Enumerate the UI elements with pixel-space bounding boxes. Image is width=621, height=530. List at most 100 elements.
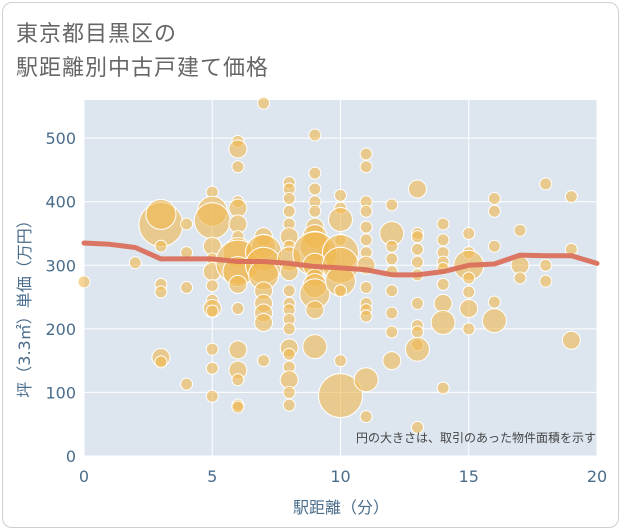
bubble-point <box>487 239 501 253</box>
bubble-point <box>228 340 248 360</box>
bubble-point <box>231 400 245 414</box>
y-axis-label: 坪（3.3㎡）単価（万円） <box>15 212 34 397</box>
chart-title-line-2: 駅距離別中古戸建て価格 <box>16 56 270 81</box>
bubble-point <box>231 302 245 316</box>
bubble-point <box>462 227 476 240</box>
bubble-point <box>382 351 402 371</box>
bubble-point <box>282 347 296 361</box>
bubble-point <box>539 177 553 191</box>
bubble-point <box>433 293 453 313</box>
bubble-point <box>564 190 578 204</box>
bubble-point <box>487 204 501 218</box>
bubble-point <box>154 355 168 369</box>
bubble-point <box>205 342 219 356</box>
bubble-point <box>308 128 322 142</box>
bubble-point <box>410 296 424 310</box>
bubble-point <box>385 198 399 212</box>
bubble-point <box>404 336 430 362</box>
bubble-point <box>308 204 322 218</box>
bubble-point <box>359 220 373 234</box>
bubble-point <box>436 217 450 231</box>
bubble-point <box>282 322 296 336</box>
bubble-point <box>205 389 219 403</box>
bubble-point <box>359 281 373 295</box>
y-tick-label: 300 <box>45 256 76 275</box>
bubble-point <box>257 354 271 368</box>
bubble-point <box>410 242 424 256</box>
x-tick-label: 10 <box>330 467 350 486</box>
bubble-point <box>513 271 527 285</box>
bubble-point <box>154 285 168 299</box>
bubble-point <box>487 295 501 309</box>
chart-title-line-1: 東京都目黒区の <box>16 22 178 47</box>
bubble-point <box>228 274 248 294</box>
bubble-point <box>359 160 373 174</box>
bubble-point <box>231 160 245 174</box>
bubble-point <box>257 96 271 110</box>
y-tick-label: 100 <box>45 383 76 402</box>
bubble-point <box>410 420 424 434</box>
bubble-point <box>353 367 379 393</box>
bubble-point <box>385 325 399 339</box>
bubble-point <box>410 325 424 339</box>
bubble-point <box>180 217 194 231</box>
bubble-layer <box>77 96 581 434</box>
bubble-point <box>180 281 194 295</box>
bubble-point <box>459 299 479 319</box>
bubble-point <box>334 284 347 298</box>
bubble-point <box>318 373 363 419</box>
bubble-point <box>462 271 476 285</box>
bubble-point <box>430 310 456 335</box>
bubble-point <box>410 230 424 244</box>
bubble-point <box>539 258 553 272</box>
bubble-point <box>282 204 296 218</box>
bubble-point <box>282 398 296 412</box>
x-tick-label: 20 <box>587 467 607 486</box>
bubble-point <box>561 330 581 350</box>
bubble-point <box>436 233 450 247</box>
bubble-point <box>128 256 142 270</box>
y-tick-label: 0 <box>66 447 76 466</box>
bubble-point <box>407 179 427 199</box>
bubble-point <box>145 198 177 230</box>
bubble-point <box>254 313 274 332</box>
y-tick-label: 200 <box>45 320 76 339</box>
bubble-point <box>385 239 399 253</box>
y-tick-label: 400 <box>45 193 76 212</box>
bubble-point <box>334 188 347 202</box>
bubble-point <box>228 139 248 159</box>
bubble-point <box>305 300 325 320</box>
bubble-point <box>231 373 245 387</box>
x-tick-label: 5 <box>207 467 217 486</box>
bubble-point <box>180 377 194 391</box>
bubble-point <box>205 304 219 318</box>
bubble-point <box>282 385 296 399</box>
bubble-point <box>308 182 322 196</box>
bubble-size-note: 円の大きさは、取引のあった物件面積を示す <box>356 430 596 445</box>
bubble-point <box>436 381 450 395</box>
bubble-point <box>385 252 399 266</box>
bubble-point <box>359 233 373 247</box>
bubble-point <box>462 322 476 336</box>
bubble-point <box>193 202 231 240</box>
x-tick-label: 15 <box>459 467 479 486</box>
bubble-point <box>385 284 399 298</box>
bubble-point <box>410 255 424 269</box>
bubble-point <box>359 147 373 161</box>
bubble-point <box>481 308 507 334</box>
bubble-point <box>462 285 476 299</box>
bubble-point <box>205 279 219 293</box>
bubble-point <box>77 275 91 289</box>
bubble-point <box>359 410 373 424</box>
bubble-point <box>334 354 347 368</box>
bubble-point <box>359 309 373 323</box>
bubble-point <box>205 361 219 375</box>
trend-layer <box>81 240 600 278</box>
bubble-point <box>282 284 296 298</box>
bubble-point <box>154 239 168 253</box>
bubble-point <box>282 192 296 206</box>
x-tick-label: 0 <box>79 467 89 486</box>
bubble-point <box>385 306 399 320</box>
bubble-point <box>328 207 353 233</box>
